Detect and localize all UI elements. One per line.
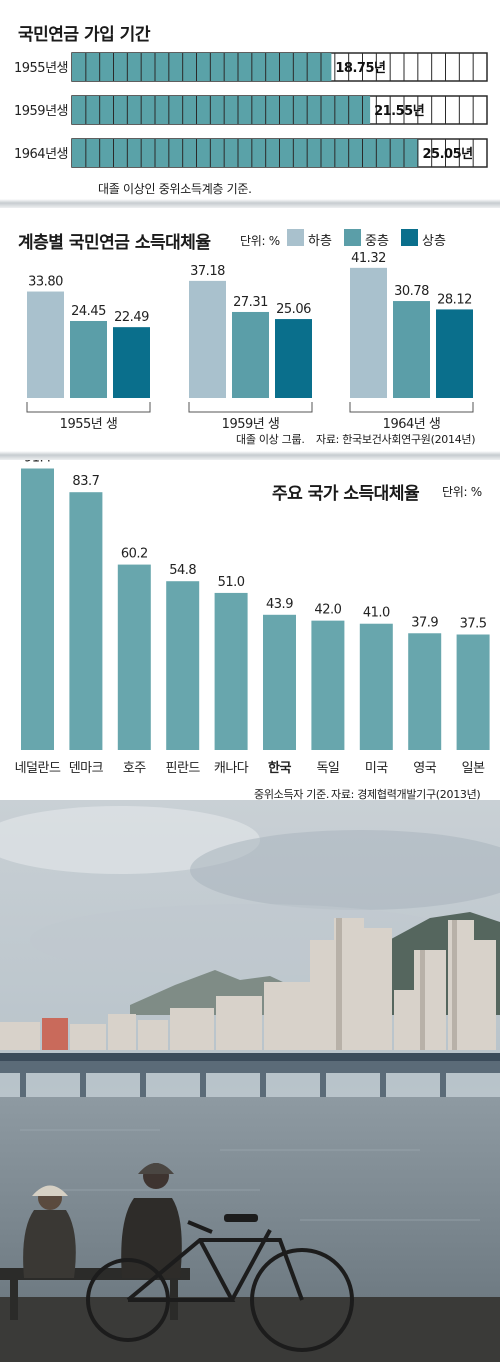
chart3-category-label: 일본 — [462, 761, 485, 776]
chart2-value-label: 28.12 — [437, 292, 472, 307]
chart1-row-label: 1964년생 — [14, 147, 68, 162]
chart1-bar — [72, 139, 419, 167]
chart2-bar — [27, 291, 64, 398]
chart3-category-label: 캐나다 — [214, 761, 249, 776]
legend-label-mid: 중층 — [365, 234, 389, 249]
chart2-bar — [232, 311, 269, 398]
chart2-note: 대졸 이상 그룹. — [236, 433, 305, 446]
chart3-source: 자료: 경제협력개발기구(2013년) — [331, 788, 481, 801]
chart3-value-label: 83.7 — [72, 474, 99, 489]
chart2-svg: 33.80 24.45 22.49 1955년 생 37.18 27.31 25.06 195… — [26, 251, 474, 430]
chart1-title: 국민연금 가입 기간 — [18, 25, 150, 45]
chart3-title: 주요 국가 소득대체율 — [272, 484, 420, 504]
chart2-bar — [70, 320, 107, 398]
chart3-unit: 단위: % — [442, 485, 482, 499]
chart3-value-label: 37.5 — [460, 617, 487, 632]
section-divider — [0, 199, 500, 208]
chart2-value-label: 24.45 — [71, 304, 106, 319]
chart3-category-label: 독일 — [316, 761, 339, 776]
chart3-bar — [21, 468, 54, 750]
chart2-value-label: 27.31 — [233, 295, 268, 310]
chart2-bar — [189, 280, 226, 398]
chart3-bar — [408, 633, 442, 750]
chart3-bar — [117, 564, 151, 750]
chart2-value-label: 25.06 — [276, 302, 311, 317]
chart2-category-label: 1955년 생 — [60, 417, 118, 430]
chart3-bar — [456, 634, 490, 750]
chart2-value-label: 33.80 — [28, 275, 63, 290]
chart1-value-label: 21.55년 — [374, 104, 424, 119]
chart3-category-label: 덴마크 — [69, 761, 104, 776]
chart3-category-label: 영국 — [413, 761, 436, 776]
chart3-value-label: 37.9 — [411, 615, 438, 630]
chart2-category-label: 1964년 생 — [383, 417, 441, 430]
chart2-bar — [275, 319, 312, 398]
chart3-value-label: 43.9 — [266, 597, 293, 612]
chart2-bar — [113, 327, 150, 398]
han-river-photo — [0, 800, 500, 1362]
chart3-value-label: 41.0 — [363, 606, 390, 621]
chart2-bar — [393, 301, 430, 398]
chart3-category-label: 호주 — [123, 761, 146, 776]
chart1-note: 대졸 이상인 중위소득계층 기준. — [98, 182, 252, 196]
chart2-title: 계층별 국민연금 소득대체율 — [18, 233, 211, 253]
chart3-value-label: 51.0 — [218, 575, 245, 590]
chart3-category-label: 핀란드 — [166, 761, 201, 776]
chart2-group-bracket — [26, 402, 151, 413]
chart3-bar — [359, 623, 393, 750]
chart2-category-label: 1959년 생 — [222, 417, 280, 430]
chart3-svg: 91.4 네덜란드 83.7 덴마크 60.2 호주 54.8 핀란드 51.0 캐나다 43.9 한… — [15, 460, 490, 776]
chart3-value-label: 42.0 — [314, 603, 341, 618]
chart1-value-label: 18.75년 — [335, 61, 385, 76]
chart3-bar — [214, 592, 248, 750]
chart2-group-bracket — [349, 402, 474, 413]
chart1-svg: 1955년생 18.75년 1959년생 21.55년 1964년생 25.05년 — [14, 52, 488, 168]
chart1-row-label: 1959년생 — [14, 104, 68, 119]
chart3-bar — [311, 620, 345, 750]
legend-swatch-low — [287, 229, 304, 246]
chart2-value-label: 37.18 — [190, 264, 225, 279]
chart2-bar — [350, 267, 387, 398]
chart3-category-label: 네덜란드 — [15, 761, 61, 776]
legend-label-high: 상층 — [422, 234, 446, 249]
chart3-bar — [263, 614, 296, 750]
chart2-bar — [436, 309, 473, 398]
legend-swatch-high — [401, 229, 418, 246]
chart2-value-label: 41.32 — [351, 251, 386, 266]
chart1-bar — [72, 53, 332, 81]
chart1-value-label: 25.05년 — [423, 147, 473, 162]
chart3-category-label: 한국 — [268, 760, 291, 776]
chart3-value-label: 91.4 — [24, 460, 51, 465]
chart1-bar — [72, 96, 371, 124]
chart3-value-label: 60.2 — [121, 547, 148, 562]
legend-swatch-mid — [344, 229, 361, 246]
chart3-category-label: 미국 — [365, 761, 388, 776]
chart2-group-bracket — [188, 402, 313, 413]
chart3-bar — [69, 492, 103, 750]
chart3-value-label: 54.8 — [169, 563, 196, 578]
chart2-source: 자료: 한국보건사회연구원(2014년) — [316, 433, 476, 446]
chart2-value-label: 22.49 — [114, 310, 149, 325]
legend-label-low: 하층 — [308, 234, 332, 249]
chart2-unit: 단위: % — [240, 234, 280, 248]
chart1-row-label: 1955년생 — [14, 61, 68, 76]
section-divider-2 — [0, 451, 500, 460]
chart3-bar — [166, 581, 200, 750]
chart3-note: 중위소득자 기준. — [254, 788, 330, 801]
chart2-value-label: 30.78 — [394, 284, 429, 299]
